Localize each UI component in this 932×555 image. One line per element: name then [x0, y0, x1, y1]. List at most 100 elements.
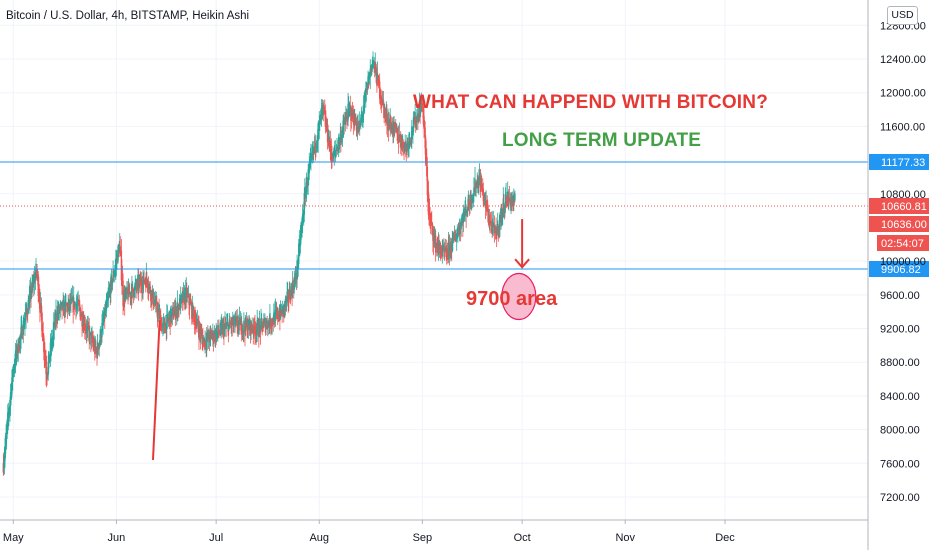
- candle-body: [477, 184, 480, 187]
- candle-body: [341, 137, 343, 139]
- candle-body: [18, 348, 21, 350]
- candle-body: [165, 323, 167, 330]
- candle-body: [282, 305, 284, 310]
- candle-body: [180, 295, 182, 301]
- candle-body: [262, 326, 264, 328]
- candle-body: [315, 146, 318, 148]
- candle-body: [512, 200, 514, 206]
- candle-body: [107, 292, 110, 298]
- candle-body: [438, 245, 440, 247]
- candle-body: [215, 333, 217, 341]
- candle-body: [277, 314, 279, 319]
- candle-body: [109, 288, 111, 293]
- candle-body: [247, 319, 250, 331]
- candle-body: [480, 183, 483, 190]
- candle-body: [355, 122, 358, 131]
- candle-body: [116, 254, 118, 263]
- candle-body: [294, 278, 296, 285]
- candle-body: [314, 136, 316, 149]
- candle-body: [51, 342, 53, 344]
- candle-body: [88, 327, 90, 342]
- candle-body: [33, 276, 36, 284]
- candle-body: [304, 196, 307, 198]
- candle-body: [209, 330, 211, 340]
- y-tick-label: 11600.00: [880, 121, 925, 133]
- candle-body: [344, 123, 346, 125]
- candle-body: [290, 288, 293, 293]
- candle-body: [207, 336, 209, 339]
- annotation-question: WHAT CAN HAPPEND WITH BITCOIN?: [413, 92, 769, 113]
- annotation-update: LONG TERM UPDATE: [502, 130, 702, 151]
- candle-body: [188, 294, 190, 305]
- hline-price-label: 9906.82: [881, 264, 921, 276]
- candle-body: [84, 326, 87, 331]
- candle-body: [182, 291, 184, 300]
- annotation-target: 9700 area: [466, 288, 558, 310]
- candle-body: [104, 307, 107, 317]
- candle-body: [4, 435, 7, 454]
- candle-body: [275, 311, 278, 314]
- candle-body: [412, 131, 414, 133]
- candle-body: [90, 335, 93, 340]
- candle-body: [225, 326, 227, 328]
- candle-body: [16, 350, 18, 355]
- candle-body: [84, 323, 86, 331]
- candle-body: [475, 187, 477, 189]
- candle-body: [78, 301, 80, 304]
- candle-body: [270, 324, 273, 326]
- candles-layer: [2, 51, 516, 476]
- price-tag-label: 10660.81: [881, 201, 927, 213]
- candle-body: [348, 106, 350, 109]
- candle-body: [375, 64, 377, 71]
- candle-body: [133, 293, 135, 297]
- hline-price-tag: [869, 261, 929, 278]
- candle-body: [463, 217, 465, 219]
- candle-body: [267, 325, 269, 330]
- candle-body: [347, 103, 349, 121]
- x-tick-label: Sep: [413, 532, 433, 544]
- down-arrow-head: [514, 258, 530, 269]
- candle-body: [265, 325, 267, 327]
- target-circle: [501, 272, 537, 321]
- candle-body: [498, 230, 500, 232]
- candle-body: [106, 297, 109, 301]
- candle-body: [416, 115, 418, 123]
- candle-body: [121, 275, 124, 287]
- candle-body: [311, 147, 314, 156]
- candle-body: [497, 220, 499, 233]
- candle-body: [44, 350, 46, 359]
- grid-layer: [0, 0, 868, 520]
- candle-body: [164, 325, 166, 334]
- candle-body: [14, 364, 16, 368]
- candle-body: [239, 318, 241, 331]
- candle-body: [393, 123, 396, 127]
- candle-body: [53, 322, 55, 335]
- candle-body: [359, 120, 361, 128]
- candle-body: [292, 287, 294, 289]
- candle-body: [312, 151, 314, 153]
- candle-body: [31, 280, 33, 294]
- hline-price-label: 11177.33: [881, 157, 925, 169]
- candle-body: [318, 120, 320, 128]
- candle-body: [410, 140, 412, 142]
- x-tick-label: Dec: [715, 532, 735, 544]
- candle-body: [433, 236, 436, 238]
- candle-body: [98, 343, 100, 350]
- candle-body: [441, 253, 443, 255]
- currency-button[interactable]: USD: [887, 6, 918, 25]
- candle-body: [179, 295, 182, 307]
- candle-body: [332, 150, 335, 159]
- candle-body: [295, 278, 298, 280]
- x-tick-label: Jul: [209, 532, 223, 544]
- candle-body: [313, 147, 315, 150]
- candle-body: [280, 311, 282, 314]
- candle-body: [56, 308, 59, 318]
- candle-body: [183, 293, 185, 306]
- candle-body: [70, 297, 73, 302]
- candle-body: [323, 107, 325, 113]
- candle-body: [269, 312, 271, 326]
- candle-body: [100, 335, 103, 339]
- candle-body: [22, 333, 24, 337]
- candle-body: [451, 237, 453, 250]
